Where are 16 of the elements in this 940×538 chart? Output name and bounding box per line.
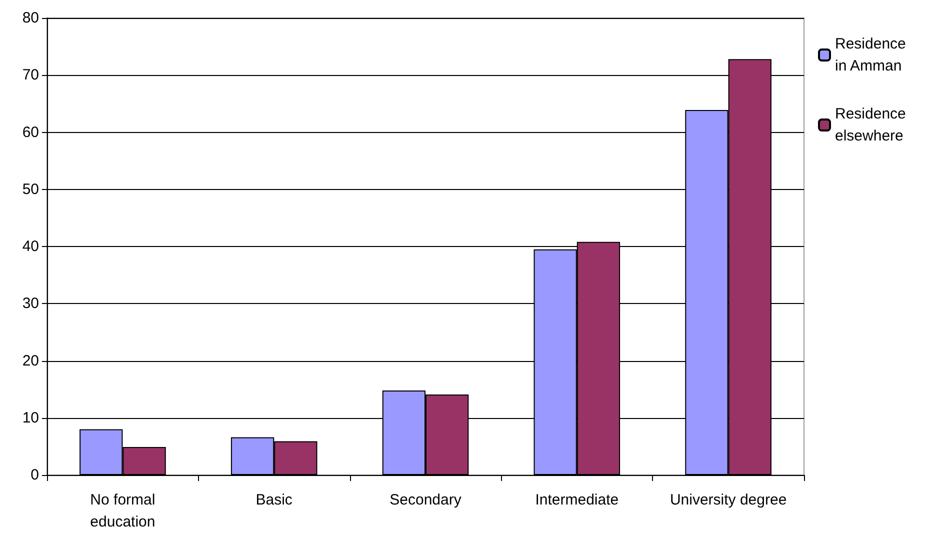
x-tick-label: University degree (670, 492, 787, 508)
y-tick-label: 30 (22, 295, 39, 312)
y-tick-label: 80 (22, 10, 39, 26)
y-tick-label: 50 (22, 180, 39, 198)
x-tick-label: No formal education (90, 492, 156, 530)
legend-label: Residence elsewhere (835, 106, 906, 144)
y-tick-label: 10 (22, 409, 39, 426)
y-tick-label: 0 (30, 466, 39, 484)
y-tick-label: 40 (22, 238, 39, 255)
x-tick-label: Secondary (390, 492, 462, 508)
y-tick-label: 70 (22, 66, 39, 84)
legend-label: Residence in Amman (835, 36, 906, 74)
y-tick-label: 60 (22, 124, 39, 141)
x-tick-label: Basic (256, 492, 293, 508)
y-tick-label: 20 (22, 352, 39, 370)
x-tick-label: Intermediate (535, 492, 619, 508)
